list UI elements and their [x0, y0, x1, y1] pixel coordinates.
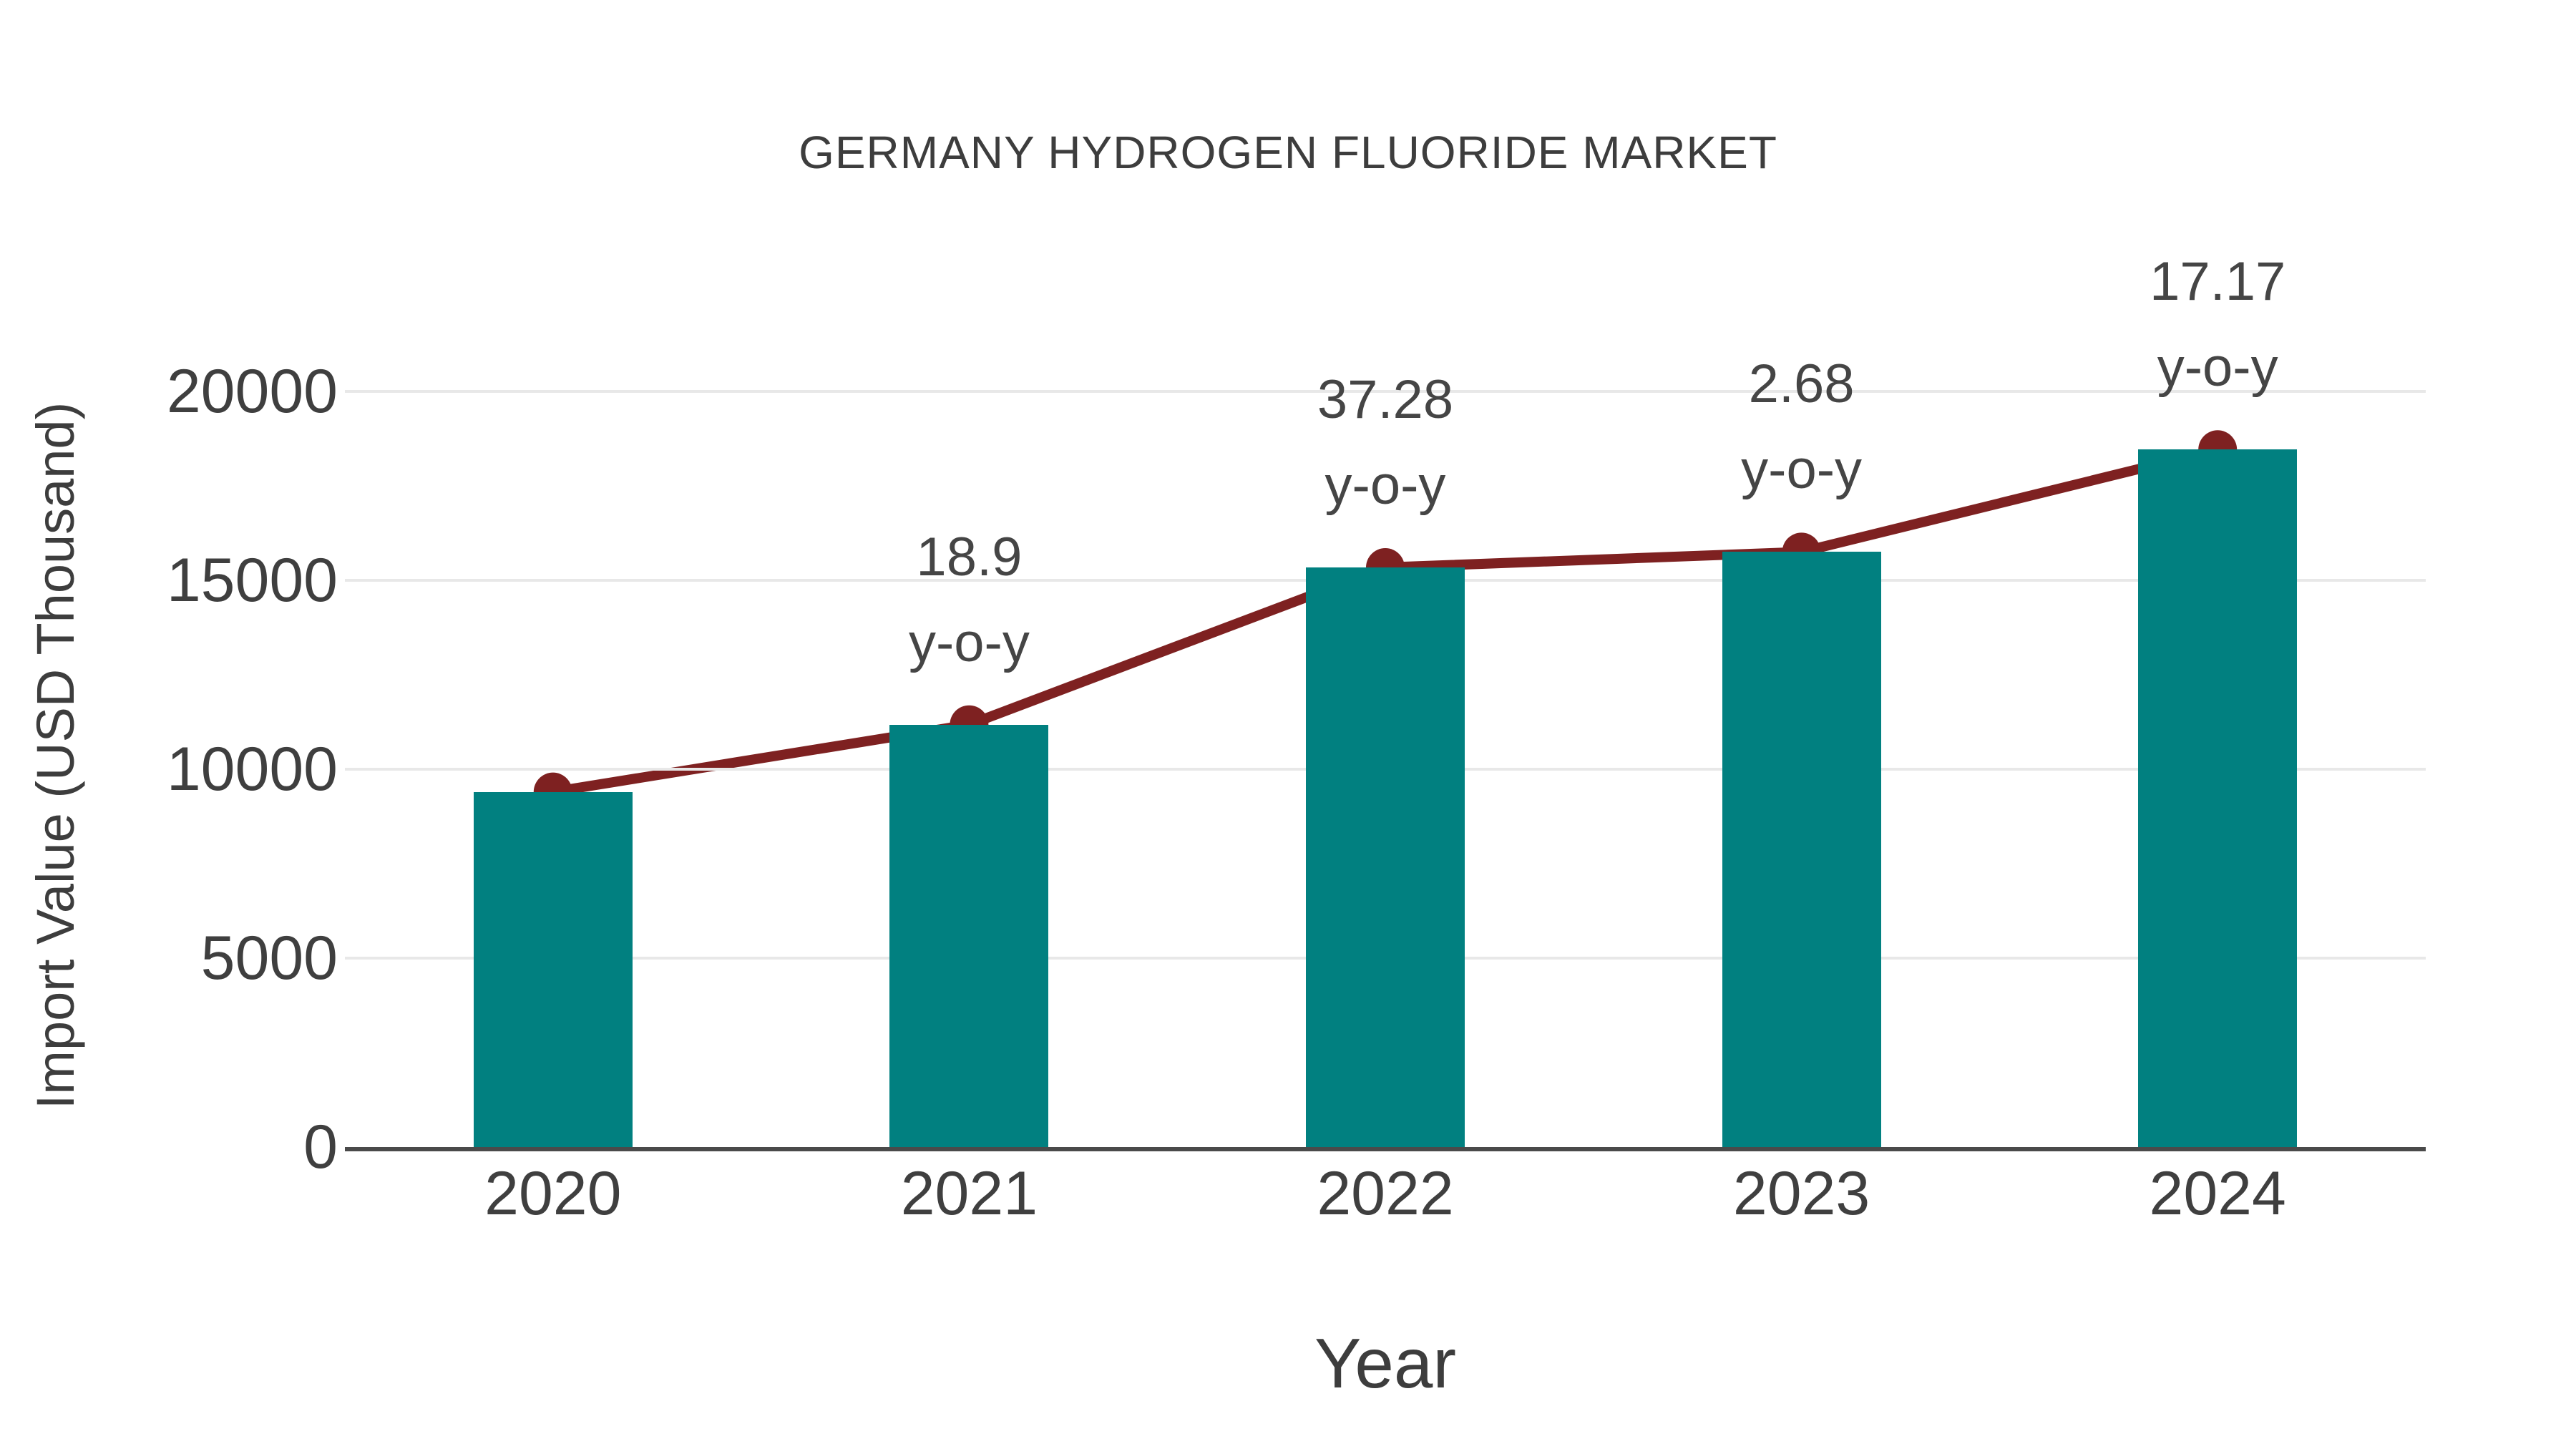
yoy-annotation-2021-value: 18.9: [916, 526, 1023, 587]
bar-2024: [2138, 449, 2298, 1147]
gridline-20000: [345, 390, 2426, 393]
y-tick-label-0: 0: [303, 1113, 338, 1181]
x-tick-label-2021: 2021: [900, 1159, 1038, 1228]
bar-2022: [1306, 567, 1465, 1147]
y-tick-label-10000: 10000: [166, 735, 338, 804]
x-tick-label-2024: 2024: [2149, 1159, 2286, 1228]
x-tick-label-2020: 2020: [484, 1159, 622, 1228]
x-tick-label-2023: 2023: [1732, 1159, 1870, 1228]
yoy-annotation-2022-suffix: y-o-y: [1324, 455, 1446, 517]
y-tick-label-15000: 15000: [166, 546, 338, 615]
x-tick-label-2022: 2022: [1317, 1159, 1454, 1228]
y-tick-label-20000: 20000: [166, 357, 338, 426]
bar-2021: [889, 725, 1049, 1147]
x-axis-title: Year: [1314, 1324, 1456, 1402]
y-axis-title: Import Value (USD Thousand): [26, 401, 85, 1110]
plot-area: [345, 286, 2426, 1151]
yoy-annotation-2021-suffix: y-o-y: [908, 612, 1030, 673]
yoy-annotation-2024-value: 17.17: [2150, 251, 2286, 313]
bar-2020: [473, 792, 633, 1147]
yoy-annotation-2022-value: 37.28: [1317, 369, 1454, 431]
y-tick-label-5000: 5000: [200, 924, 338, 992]
chart-title: GERMANY HYDROGEN FLUORIDE MARKET: [799, 127, 1777, 178]
yoy-annotation-2024-suffix: y-o-y: [2157, 337, 2278, 399]
yoy-annotation-2023-value: 2.68: [1748, 353, 1855, 415]
yoy-annotation-2023-suffix: y-o-y: [1741, 439, 1863, 501]
bar-2023: [1722, 552, 1881, 1147]
